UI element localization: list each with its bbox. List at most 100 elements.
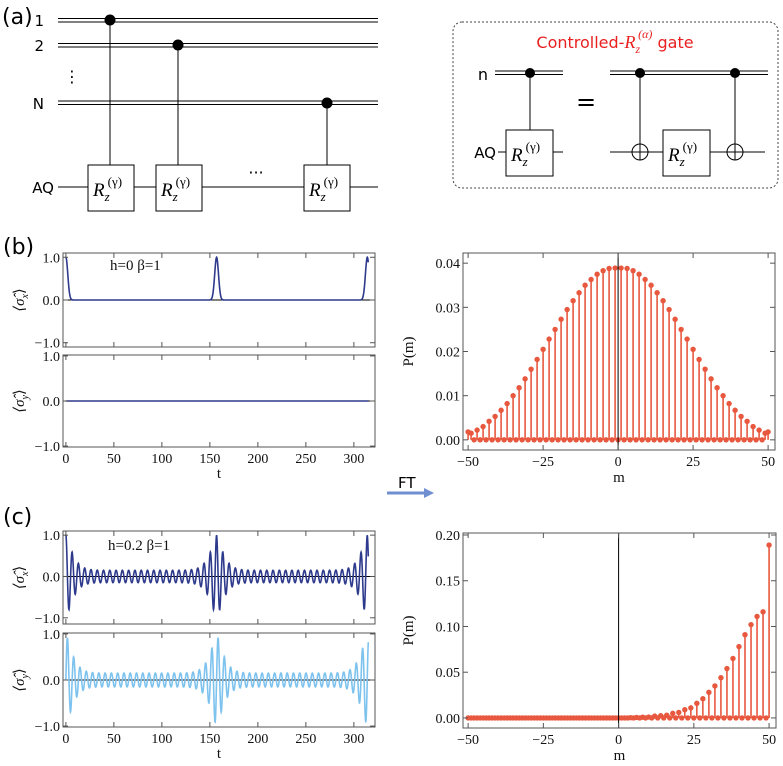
inset-rz-gate-left: Rz(γ) [505,129,554,177]
panel-b-pm-point [684,336,690,342]
panel-b-pm-point [732,407,738,413]
panel-b-pm-point [645,437,651,443]
panel-b-pm-point [729,437,735,443]
panel-c-pm-point [757,715,763,721]
panel-c-sigma-y-xtick-label: 250 [295,732,316,747]
rz-gate-2: Rz(γ) [155,164,203,212]
panel-c-sigma-x-frame [62,530,376,625]
panel-b-pm-point [672,316,678,322]
panel-c-pm-xlabel: m [614,748,626,764]
panel-b-pm-point [570,298,576,304]
panel-b-pm-point [759,437,765,443]
panel-c-pm-xtick-label: −50 [457,733,479,748]
panel-c-pm-point [766,542,772,548]
svg-text:Rz(γ): Rz(γ) [667,139,697,169]
panel-c-pm-point [712,683,718,689]
panel-c-pm-ytick-label: 0.10 [436,620,461,635]
panel-b-sigma-y-xtick-label: 0 [62,452,69,467]
panel-b-pm-point [609,437,615,443]
panel-c-pm-point [748,621,754,628]
panel-c-pm-point [688,705,694,711]
panel-label-b: (b) [3,235,34,260]
panel-b-pm-ytick-label: 0.01 [436,390,461,405]
panel-b-pm-point [612,265,618,271]
panel-c-pm-xtick-label: 25 [687,733,701,748]
panel-b-pm-point [486,418,492,424]
panel-b-pm-point [690,346,696,352]
panel-b-pm-ytick-label: 0.02 [436,346,461,361]
panel-b-pm-point [585,437,591,443]
panel-b-sigma-y-ytick-label: −1.0 [35,440,60,455]
panel-b-sigma-x-ytick-label: −1.0 [35,337,60,352]
panel-c-pm-point [727,715,733,721]
panel-b-pm-point [588,276,594,283]
panel-b-pm-point [627,437,633,443]
panel-b-pm-ytick-label: 0.03 [436,301,461,316]
panel-b-pm-point [600,267,606,274]
panel-b-pm-point [531,437,537,443]
panel-b-pm-point [654,290,660,296]
circuit-panel: (a) 1 2 ⋮ N AQ Rz(γ) Rz(γ) ··· Rz(γ) [2,5,378,212]
panel-b-sigma-x-curve [65,255,370,301]
panel-c-pm-point [736,643,742,650]
panel-b-pm-point [741,437,747,443]
panel-b-pm-ylabel: P(m) [401,336,417,366]
panel-c-pm-point [733,715,739,721]
panel-c-sigma-y-xtick-label: 200 [247,732,268,747]
qubit-wire-2 [58,43,378,48]
panel-c-xlabel: t [217,746,222,762]
panel-c-pm-point [715,715,721,721]
panel-c-pm-xtick-label: −25 [532,733,554,748]
panel-b-pm-point [552,326,558,333]
panel-b-pm-point [504,400,510,407]
panel-b-pm-point [717,437,723,443]
panel-b-pm-point [630,267,636,274]
panel-b-pm-point [750,423,756,430]
panel-b-sigma-x-plot: −1.0 0.0 1.0 ⟨σ̂x⟩ [12,251,376,352]
panel-b-pm-point [666,306,672,313]
panel-c-pm-point [685,715,691,721]
panel-b-pm-point [549,437,555,443]
panel-b-sigma-y-ytick-label: 0.0 [43,395,61,410]
panel-c-sigma-y-xtick-label: 300 [343,732,364,747]
panel-b-pm-point [582,282,588,288]
panel-b-pm-point [699,437,705,443]
panel-b-pm-point [507,437,513,443]
panel-b-pm-point [483,437,489,443]
panel-b-sigma-y-ytick-label: 1.0 [43,350,61,365]
panel-b-pm-point [747,437,753,443]
control-dot-1 [104,14,116,26]
panel-c-sigma-x-curve [65,534,370,613]
panel-b-pm-point [657,437,663,443]
inset-ancilla-label: AQ [474,144,496,162]
panel-b-pm-xlabel: m [613,470,625,486]
panel-b-time-series: −1.0 0.0 1.0 ⟨σ̂x⟩ −1.0 0.0 1.0 0 50 100 150 200 250… [12,251,376,482]
panel-b-pm-point [543,437,549,443]
svg-text:Rz(γ): Rz(γ) [510,139,540,169]
cnot-control-dot-2 [730,68,740,78]
control-dot-n [321,97,333,109]
panel-b-pm-point [474,427,480,433]
panel-b-pm-point [594,271,600,277]
panel-b-pm-point [738,413,744,420]
svg-text:Rz(γ): Rz(γ) [92,174,122,204]
panel-b-pm-point [642,276,648,283]
panel-c-pm-point [670,710,676,717]
panel-b-pm-point [756,427,762,433]
panel-c-pm-point [739,715,745,721]
panel-b-pm-point [573,437,579,443]
panel-b-pm-point [744,418,750,424]
panel-b-pm-point [567,437,573,443]
panel-b-pm-point [705,437,711,443]
controlled-gate-inset: Controlled-Rz(α) gate n AQ Rz(γ) = Rz(γ) [452,21,779,189]
panel-b-annotation: h=0 β=1 [110,258,161,274]
panel-b-pm-point [651,437,657,443]
panel-b-sigma-x-ytick-label: 0.0 [43,294,61,309]
panel-b-pm-point [555,437,561,443]
panel-c-pm-point [697,715,703,721]
qubit-label-1: 1 [34,12,44,30]
panel-c-pm-point [706,689,712,696]
panel-b-pm-point [639,437,645,443]
panel-c-pm-ytick-label: 0.20 [436,529,461,544]
